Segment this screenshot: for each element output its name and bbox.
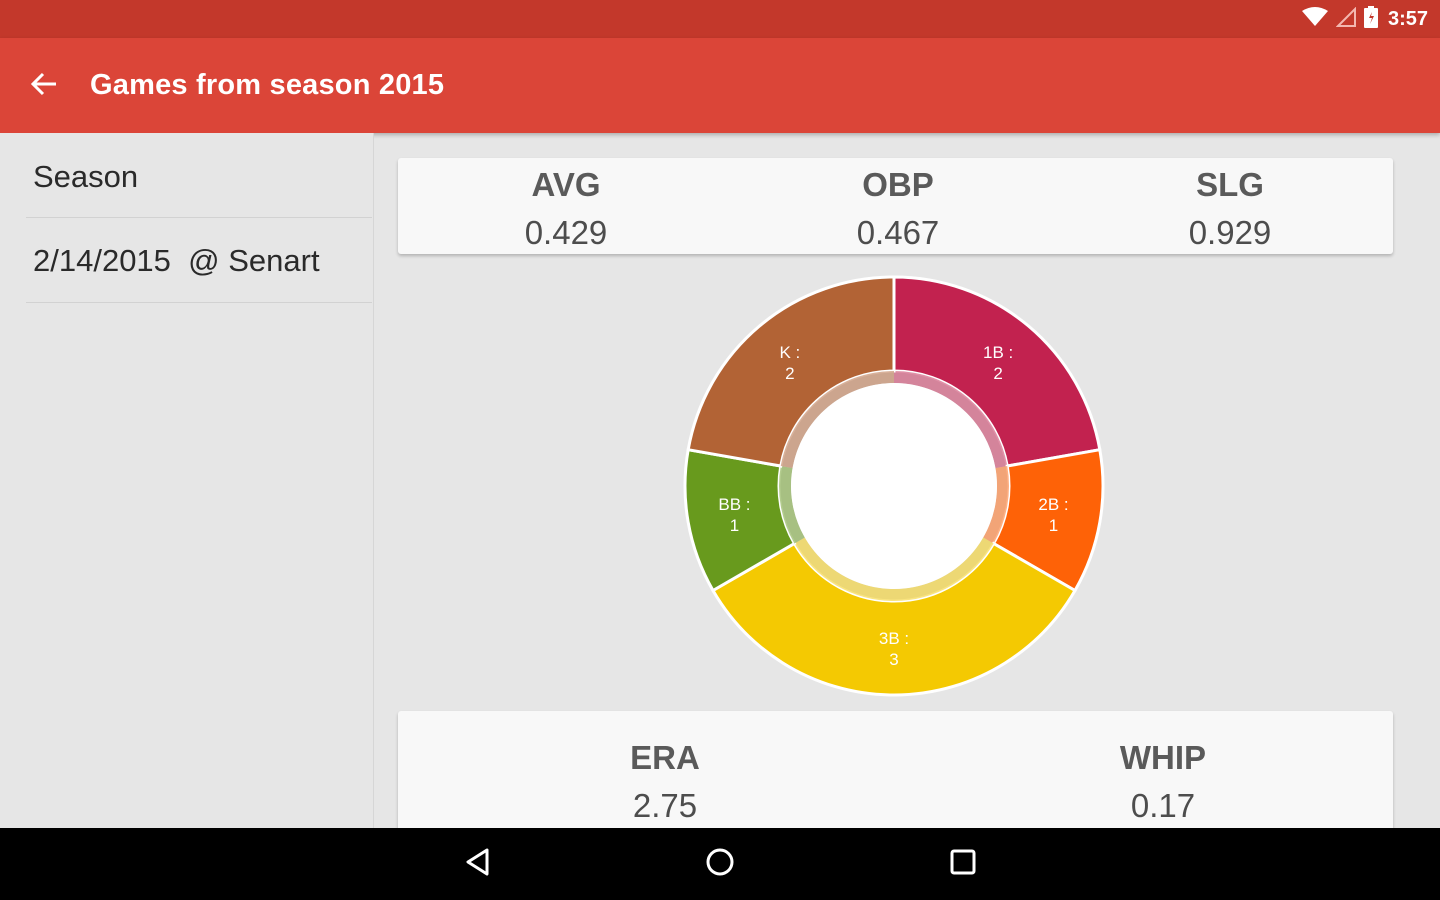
wifi-icon — [1301, 6, 1328, 32]
signal-icon — [1335, 6, 1356, 32]
era-stat: ERA 2.75 — [550, 739, 780, 825]
back-button[interactable] — [26, 68, 62, 104]
donut-ring-2b — [983, 466, 1009, 544]
slg-label: SLG — [1196, 166, 1264, 203]
pitching-stats-card: ERA 2.75 WHIP 0.17 — [398, 711, 1393, 828]
sidebar: Season 2/14/2015 @ Senart — [0, 133, 374, 828]
nav-back-button[interactable] — [456, 842, 500, 886]
donut-ring-1b — [894, 371, 1008, 469]
slg-value: 0.929 — [1188, 214, 1272, 251]
slg-stat: SLG 0.929 — [1150, 166, 1310, 252]
nav-recents-button[interactable] — [941, 842, 985, 886]
page-title: Games from season 2015 — [90, 69, 445, 101]
main-content: AVG 0.429 OBP 0.467 SLG 0.929 1B :2 2B :1… — [374, 133, 1440, 828]
status-time: 3:57 — [1387, 7, 1428, 30]
donut-center-hole — [791, 383, 997, 589]
sidebar-item-game[interactable]: 2/14/2015 @ Senart — [26, 218, 372, 303]
slice-label-3b: 3B :3 — [879, 629, 909, 669]
home-circle-icon — [705, 847, 735, 882]
app-bar: Games from season 2015 — [0, 38, 1440, 133]
batting-stats-card: AVG 0.429 OBP 0.467 SLG 0.929 — [398, 158, 1393, 254]
slice-label-k: K :2 — [779, 343, 800, 383]
obp-value: 0.467 — [856, 214, 940, 251]
back-triangle-icon — [464, 847, 492, 882]
whip-value: 0.17 — [1130, 787, 1196, 824]
sidebar-item-label: 2/14/2015 @ Senart — [33, 243, 320, 278]
whip-label: WHIP — [1119, 739, 1207, 776]
avg-label: AVG — [531, 166, 601, 203]
system-nav-bar — [0, 828, 1440, 900]
battery-icon — [1363, 5, 1378, 33]
slice-label-bb: BB :1 — [718, 495, 750, 535]
avg-value: 0.429 — [524, 214, 608, 251]
whip-stat: WHIP 0.17 — [1048, 739, 1278, 825]
sidebar-item-season[interactable]: Season — [26, 133, 372, 218]
donut-ring-k — [780, 371, 894, 469]
donut-ring-bb — [779, 466, 805, 544]
era-value: 2.75 — [632, 787, 698, 824]
sidebar-item-label: Season — [33, 159, 139, 194]
avg-stat: AVG 0.429 — [486, 166, 646, 252]
status-bar: 3:57 — [0, 0, 1440, 38]
slice-label-1b: 1B :2 — [983, 343, 1013, 383]
donut-ring-3b — [794, 537, 994, 601]
obp-label: OBP — [862, 166, 934, 203]
hits-donut-chart: 1B :2 2B :1 3B :3 BB :1 K :2 — [683, 275, 1105, 697]
nav-home-button[interactable] — [698, 842, 742, 886]
era-label: ERA — [630, 739, 700, 776]
arrow-back-icon — [30, 70, 58, 103]
obp-stat: OBP 0.467 — [818, 166, 978, 252]
recents-square-icon — [949, 848, 977, 881]
slice-label-2b: 2B :1 — [1038, 495, 1068, 535]
status-icons: 3:57 — [1301, 5, 1428, 33]
